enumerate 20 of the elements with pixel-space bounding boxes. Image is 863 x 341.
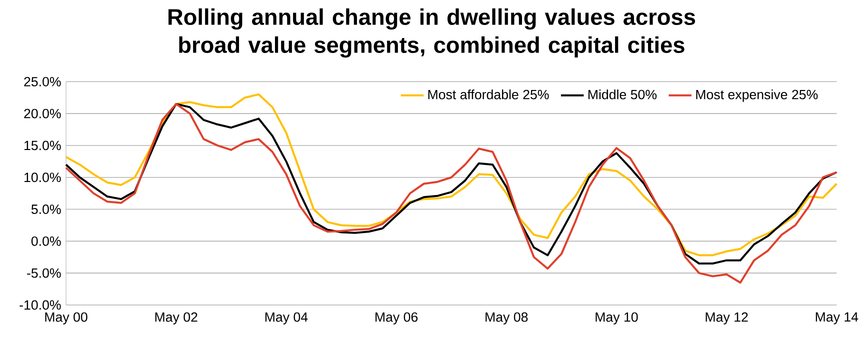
y-tick-label: 5.0%: [31, 204, 61, 214]
y-tick-label: 0.0%: [31, 236, 61, 246]
y-tick-label: -10.0%: [20, 300, 61, 310]
legend-label: Most affordable 25%: [428, 89, 549, 100]
x-tick-label: May 00: [45, 312, 88, 324]
y-tick-label: 15.0%: [24, 140, 61, 150]
x-tick-label: May 08: [486, 312, 528, 324]
x-tick-label: May 04: [265, 312, 308, 324]
x-tick-label: May 14: [816, 312, 858, 324]
chart-title: Rolling annual change in dwelling values across broad value segments, combined capital cities: [168, 8, 696, 58]
y-tick-label: -5.0%: [27, 268, 61, 278]
x-tick-label: May 06: [376, 312, 418, 324]
y-tick-label: 20.0%: [24, 108, 61, 118]
x-tick-label: May 02: [155, 312, 198, 324]
x-tick-label: May 12: [706, 312, 748, 324]
legend-label: Most expensive 25%: [696, 89, 818, 102]
y-tick-label: 10.0%: [24, 172, 61, 182]
x-tick-label: May 10: [596, 312, 638, 324]
y-tick-label: 25.0%: [24, 76, 61, 86]
legend-label: Middle 50%: [588, 89, 657, 100]
